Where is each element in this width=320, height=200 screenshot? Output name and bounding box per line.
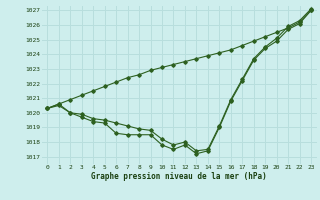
X-axis label: Graphe pression niveau de la mer (hPa): Graphe pression niveau de la mer (hPa) [91,172,267,181]
